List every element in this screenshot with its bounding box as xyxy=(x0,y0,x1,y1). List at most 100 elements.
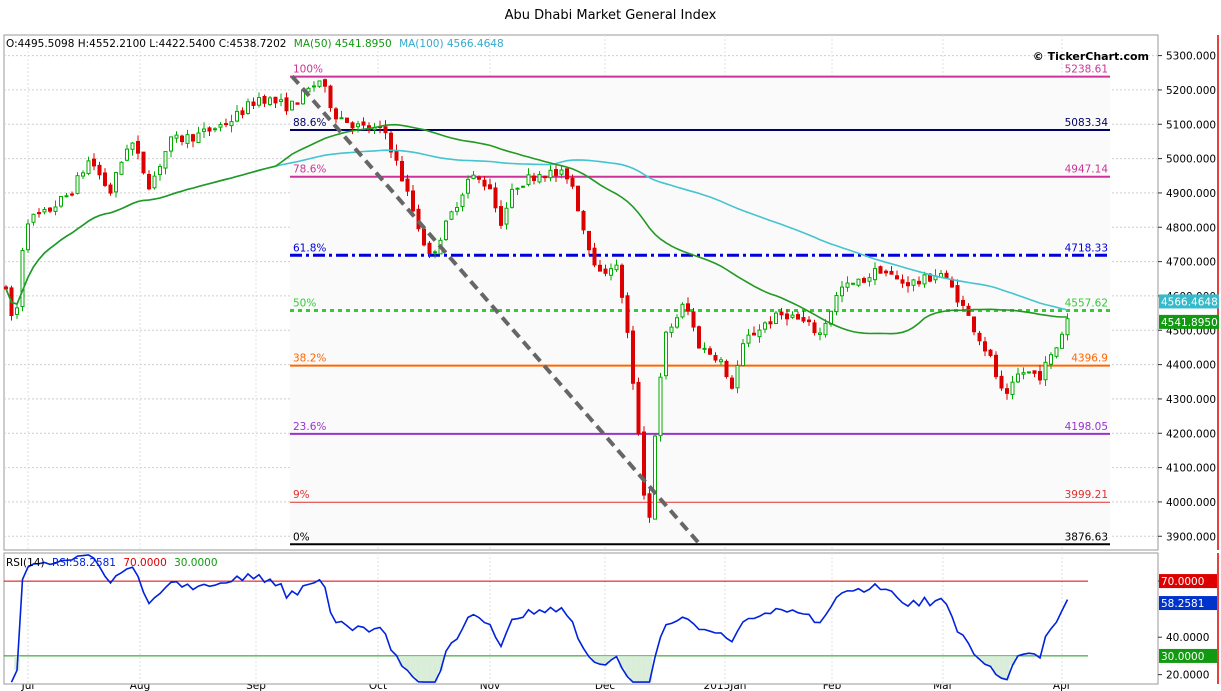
rsi-oversold-fill xyxy=(437,655,444,671)
price-tick-label: 4000.000 xyxy=(1166,497,1216,509)
candle-body xyxy=(257,97,261,106)
candle-body xyxy=(449,211,454,220)
rsi-readout: RSI:58.2581 xyxy=(52,557,116,569)
candle-body xyxy=(757,329,762,338)
rsi-oversold-fill xyxy=(982,655,988,665)
price-tick-label: 5000.000 xyxy=(1166,154,1216,166)
time-label: Dec xyxy=(595,680,616,691)
candle-body xyxy=(592,247,597,266)
candle-body xyxy=(411,190,415,212)
candle-body xyxy=(147,174,151,190)
candle-body xyxy=(537,173,542,183)
rsi-oversold-fill xyxy=(608,655,614,661)
candle-body xyxy=(350,122,355,129)
rsi-oversold-fill xyxy=(646,655,653,683)
ma50-readout: MA(50) 4541.8950 xyxy=(294,38,392,50)
candle-body xyxy=(136,140,140,154)
candle-body xyxy=(961,299,965,306)
ma100-readout: MA(100) 4566.4648 xyxy=(399,38,504,50)
price-badge-label: 4566.4648 xyxy=(1161,296,1218,308)
candle-body xyxy=(471,174,476,180)
chart-header: O:4495.5098 H:4552.2100 L:4422.5400 C:45… xyxy=(6,38,1149,569)
candle-body xyxy=(1054,347,1059,357)
candle-body xyxy=(521,185,525,188)
rsi-badge xyxy=(1159,648,1217,663)
candle-body xyxy=(675,317,679,328)
candle-body xyxy=(499,206,503,226)
rsi-oversold-fill xyxy=(602,655,609,665)
candle-body xyxy=(983,341,987,352)
candle-body xyxy=(444,220,448,241)
candle-body xyxy=(394,150,399,161)
rsi-upper-readout: 70.0000 xyxy=(123,557,166,569)
candle-body xyxy=(845,282,850,288)
candle-body xyxy=(180,135,184,143)
candle-body xyxy=(26,223,30,251)
price-badge-label: 4541.8950 xyxy=(1161,317,1218,329)
rsi-badge-label: 30.0000 xyxy=(1161,651,1204,663)
candle-body xyxy=(515,187,520,190)
fib-value: 4396.9 xyxy=(1071,353,1108,365)
chart-title: Abu Dhabi Market General Index xyxy=(504,8,717,23)
candle-body xyxy=(994,354,998,378)
rsi-name: RSI(14) xyxy=(6,557,45,569)
candle-body xyxy=(169,136,173,152)
candle-body xyxy=(664,331,668,377)
svg-text:O:4495.5098 H:4552.2100 L:4422: O:4495.5098 H:4552.2100 L:4422.5400 C:45… xyxy=(6,38,504,50)
candle-body xyxy=(510,188,514,208)
candle-body xyxy=(724,360,729,378)
candle-body xyxy=(400,160,404,182)
candle-body xyxy=(570,177,575,187)
price-badge xyxy=(1159,294,1219,309)
time-label: Mar xyxy=(933,680,953,691)
candle-body xyxy=(493,187,498,209)
fib-value: 3876.63 xyxy=(1065,531,1108,543)
candle-body xyxy=(4,286,8,290)
rsi-oversold-fill xyxy=(426,655,433,683)
rsi-oversold-fill xyxy=(1004,655,1010,680)
price-tick-label: 3900.000 xyxy=(1166,531,1216,543)
candle-body xyxy=(895,275,899,280)
candlesticks xyxy=(4,78,1070,523)
fibonacci-levels: 100% 5238.61 88.6% 5083.34 78.6% 4947.14 61.8%… xyxy=(290,64,1110,546)
candle-body xyxy=(262,95,267,104)
fib-value: 5238.61 xyxy=(1065,64,1108,76)
candle-body xyxy=(614,264,619,271)
fib-label: 78.6% xyxy=(293,164,326,176)
fib-value: 4718.33 xyxy=(1065,242,1108,254)
fib-value: 4947.14 xyxy=(1065,164,1109,176)
candle-body xyxy=(647,493,652,518)
time-label: Apr xyxy=(1053,680,1072,691)
candle-body xyxy=(763,322,767,330)
candle-body xyxy=(807,319,811,323)
candle-body xyxy=(669,326,674,333)
rsi-panel: 20.0000 40.0000 70.0000 70.0000 58.2581 30.00… xyxy=(3,552,1219,685)
candle-body xyxy=(97,164,102,176)
candle-body xyxy=(389,132,393,153)
candle-body xyxy=(785,313,789,320)
candle-body xyxy=(922,274,927,285)
time-label: Jul xyxy=(21,680,35,691)
rsi-tick-label: 20.0000 xyxy=(1166,670,1209,682)
rsi-oversold-fill xyxy=(421,655,427,683)
downtrend-line xyxy=(290,74,702,546)
candle-body xyxy=(185,134,190,144)
candle-body xyxy=(361,121,366,126)
candle-body xyxy=(312,85,316,88)
rsi-oversold-fill xyxy=(415,655,422,682)
moving-averages xyxy=(5,123,1068,335)
fib-value: 3999.21 xyxy=(1065,489,1108,501)
candle-body xyxy=(224,123,228,126)
candle-body xyxy=(955,285,960,303)
candle-body xyxy=(1027,371,1031,374)
candle-body xyxy=(752,332,756,336)
candle-body xyxy=(328,85,333,109)
candle-body xyxy=(801,317,806,322)
candle-body xyxy=(504,207,509,225)
candle-body xyxy=(878,266,883,274)
candle-body xyxy=(455,207,459,212)
candle-body xyxy=(818,332,822,335)
candle-body xyxy=(334,108,338,120)
fib-label: 61.8% xyxy=(293,242,326,254)
candle-body xyxy=(119,161,124,175)
